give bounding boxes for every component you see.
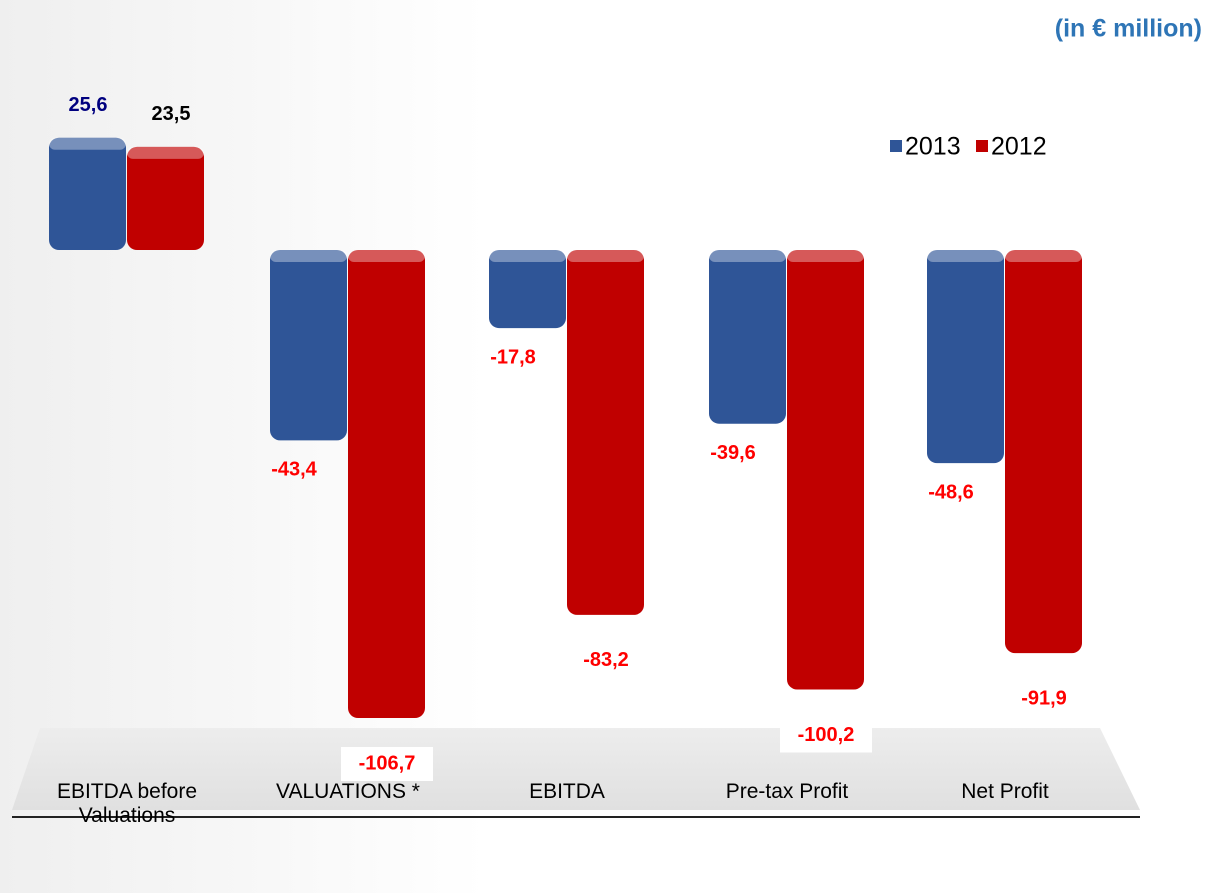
value-label: -91,9	[1021, 687, 1067, 709]
bar	[49, 137, 126, 250]
bar-cap	[49, 137, 126, 150]
x-tick-label: Pre-tax Profit	[725, 780, 849, 803]
bar-cap	[270, 250, 347, 262]
bar-cap	[567, 250, 644, 262]
legend-label: 2012	[991, 133, 1047, 161]
x-tick-label: VALUATIONS *	[276, 780, 420, 803]
value-label: -39,6	[710, 442, 756, 464]
value-label: -100,2	[798, 724, 855, 746]
x-tick-label: Net Profit	[961, 780, 1049, 803]
value-label: 23,5	[152, 103, 191, 125]
bar-cap	[127, 146, 204, 159]
bar-cap	[489, 250, 566, 262]
label-bg	[998, 682, 1090, 717]
bar	[1005, 250, 1082, 654]
bar	[787, 250, 864, 690]
value-label: -106,7	[359, 752, 416, 774]
bar	[567, 250, 644, 615]
label-bg	[560, 643, 652, 678]
bar-cap	[348, 250, 425, 262]
legend: 2013 2012	[890, 133, 1047, 161]
bar-cap	[787, 250, 864, 262]
bar	[348, 250, 425, 718]
value-label: 25,6	[69, 94, 108, 116]
bar-cap	[709, 250, 786, 262]
bar	[709, 250, 786, 424]
bars: 25,6 23,5 -43,4 -106,7 -17,8 -83,2 -39,6 -100,2…	[49, 94, 1090, 781]
legend-swatch	[976, 140, 988, 152]
bar	[270, 250, 347, 441]
label-bg	[341, 747, 433, 781]
legend-swatch	[890, 140, 902, 152]
bar	[127, 146, 204, 250]
legend-label: 2013	[905, 133, 961, 161]
bar	[489, 250, 566, 329]
x-tick-label: EBITDA	[529, 780, 605, 803]
bar-cap	[927, 250, 1004, 262]
value-label: -48,6	[928, 481, 974, 503]
x-tick-label: EBITDA before Valuations	[56, 780, 198, 827]
unit-title: (in € million)	[1055, 15, 1202, 43]
value-label: -43,4	[271, 459, 317, 481]
bar-cap	[1005, 250, 1082, 262]
bar	[927, 250, 1004, 464]
value-label: -17,8	[490, 346, 536, 368]
value-label: -83,2	[583, 649, 629, 671]
label-bg	[780, 718, 872, 753]
